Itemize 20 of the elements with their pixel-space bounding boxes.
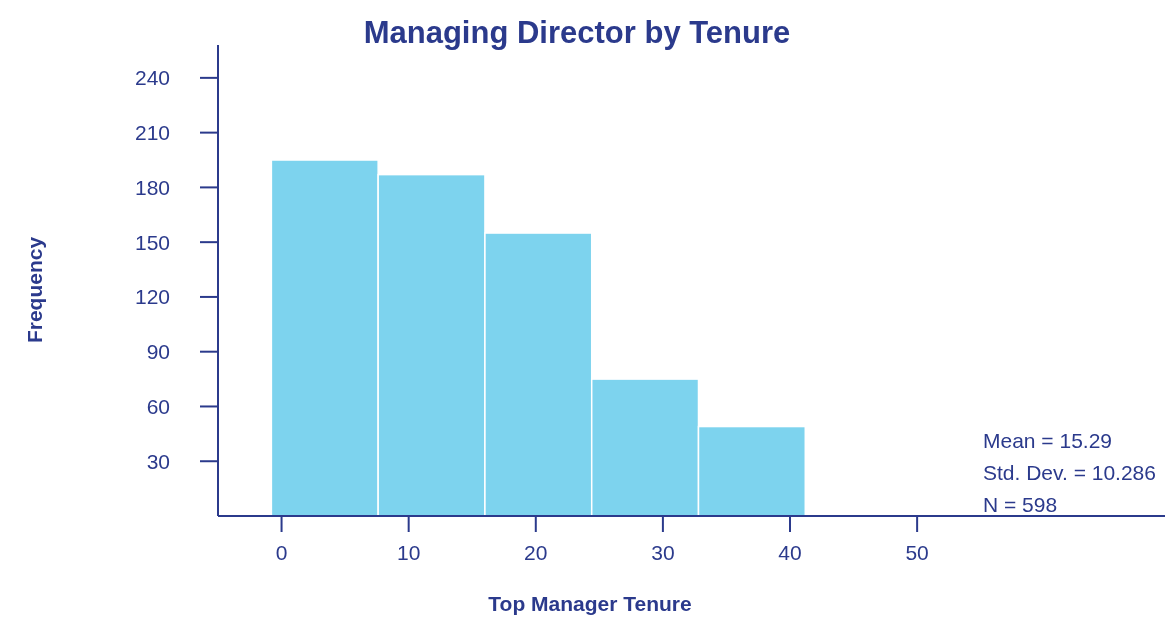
x-tick-label: 50 xyxy=(905,541,929,564)
chart-title: Managing Director by Tenure xyxy=(363,15,791,50)
annotation: Std. Dev. = 10.286 xyxy=(983,461,1156,484)
x-tick-label: 40 xyxy=(778,541,802,564)
y-tick-label: 120 xyxy=(134,285,170,309)
annotation: N = 598 xyxy=(983,493,1058,516)
y-tick-label: 90 xyxy=(146,340,170,364)
y-tick-label: 150 xyxy=(134,230,170,254)
annotation: Mean = 15.29 xyxy=(983,429,1113,452)
x-tick-label: 20 xyxy=(524,541,548,564)
x-tick-label: 30 xyxy=(651,541,675,564)
x-tick-label: 10 xyxy=(396,541,421,564)
y-tick-label: 30 xyxy=(146,449,170,473)
y-axis-title: Frequency xyxy=(23,236,46,344)
x-axis-title: Top Manager Tenure xyxy=(488,592,692,615)
y-tick-label: 180 xyxy=(134,175,170,199)
y-tick-label: 60 xyxy=(146,394,170,418)
y-tick-label: 240 xyxy=(134,66,170,90)
y-tick-label: 210 xyxy=(134,120,170,144)
x-tick-label: 0 xyxy=(275,541,288,564)
